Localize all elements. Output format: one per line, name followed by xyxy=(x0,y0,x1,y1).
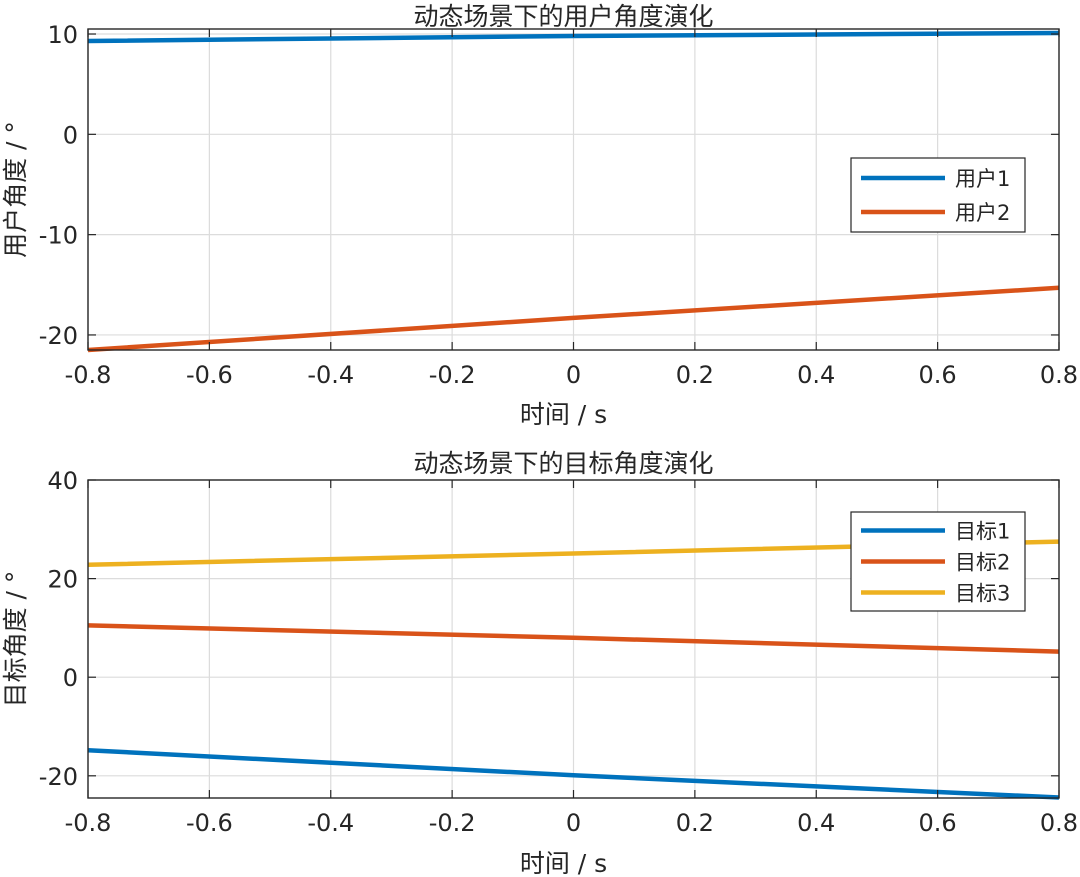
legend-label-2: 用户2 xyxy=(955,201,1010,225)
x-tick-label: -0.2 xyxy=(429,361,476,389)
user-angle-chart: -0.8 -0.6 -0.4 -0.2 0 0.2 0.4 0.6 0.8 10 0 -10 -20 动态… xyxy=(1,2,1078,429)
x-tick-label: -0.8 xyxy=(65,361,112,389)
chart-title: 动态场景下的用户角度演化 xyxy=(413,2,713,31)
series-line-2 xyxy=(87,285,1060,353)
x-tick-label: 0.4 xyxy=(797,809,835,837)
y-tick-label: -10 xyxy=(39,222,78,250)
y-tick-label: -20 xyxy=(39,763,78,791)
y-tick-label: 20 xyxy=(47,566,78,594)
x-tick-label: 0.8 xyxy=(1040,361,1078,389)
x-axis-label: 时间 / s xyxy=(520,400,607,429)
legend-label-1: 目标1 xyxy=(955,520,1010,544)
legend-box xyxy=(850,157,1026,233)
x-tick-label: -0.6 xyxy=(186,361,233,389)
x-tick-label: 0.6 xyxy=(919,809,957,837)
y-tick-label: 0 xyxy=(63,664,78,692)
x-tick-label: 0.8 xyxy=(1040,809,1078,837)
y-tick-label: -20 xyxy=(39,322,78,350)
x-tick-label: 0.6 xyxy=(919,361,957,389)
x-tick-label: -0.4 xyxy=(307,361,354,389)
x-axis-label: 时间 / s xyxy=(520,849,607,877)
x-tick-label: -0.6 xyxy=(186,809,233,837)
legend-label-3: 目标3 xyxy=(955,582,1010,606)
legend-label-1: 用户1 xyxy=(955,167,1010,191)
x-tick-label: 0.4 xyxy=(797,361,835,389)
x-tick-label: -0.8 xyxy=(65,809,112,837)
y-axis-label: 目标角度 / ° xyxy=(1,571,30,708)
x-tick-label: 0 xyxy=(566,809,581,837)
legend-label-2: 目标2 xyxy=(955,551,1010,575)
y-tick-label: 40 xyxy=(47,467,78,495)
y-tick-label: 0 xyxy=(63,121,78,149)
x-tick-label: 0.2 xyxy=(676,809,714,837)
x-tick-label: -0.4 xyxy=(307,809,354,837)
series-line-2 xyxy=(87,623,1060,654)
series-line-1 xyxy=(87,747,1060,800)
y-axis-label: 用户角度 / ° xyxy=(1,121,30,258)
x-tick-label: 0 xyxy=(566,361,581,389)
x-tick-label: -0.2 xyxy=(429,809,476,837)
x-tick-label: 0.2 xyxy=(676,361,714,389)
chart-title: 动态场景下的目标角度演化 xyxy=(413,449,713,478)
target-angle-chart: -0.8 -0.6 -0.4 -0.2 0 0.2 0.4 0.6 0.8 40 20 0 -20 动态场… xyxy=(1,449,1078,877)
legend: 目标1 目标2 目标3 xyxy=(850,511,1026,612)
y-tick-label: 10 xyxy=(47,21,78,49)
